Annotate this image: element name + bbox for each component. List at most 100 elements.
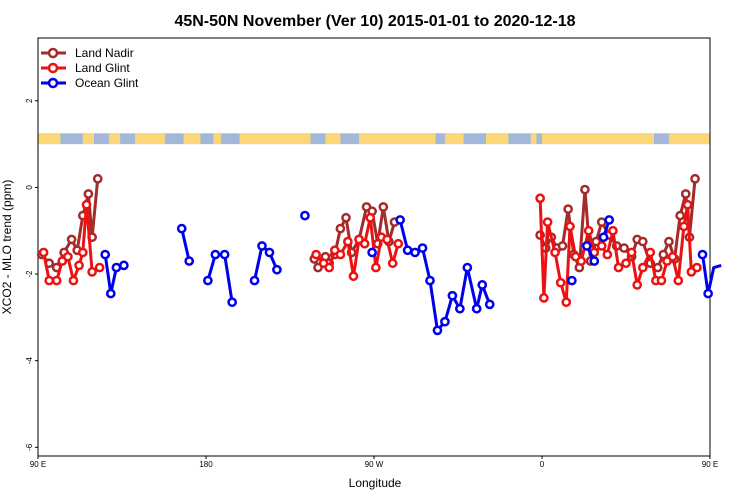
- data-point: [387, 258, 398, 269]
- data-point: [87, 267, 97, 277]
- data-point: [272, 264, 282, 275]
- data-point: [656, 275, 667, 286]
- data-point: [94, 262, 105, 273]
- data-point: [455, 303, 465, 314]
- data-point: [626, 247, 637, 258]
- data-point: [637, 262, 648, 273]
- data-point: [378, 202, 389, 212]
- land-band: [486, 133, 509, 145]
- data-point: [440, 316, 450, 327]
- x-tick-label: 90 E: [702, 460, 718, 469]
- x-tick-label: 180: [199, 460, 213, 469]
- data-point: [417, 243, 428, 253]
- data-point: [471, 303, 482, 314]
- data-point: [74, 260, 84, 271]
- data-point: [402, 245, 413, 256]
- data-point: [580, 184, 590, 195]
- data-point: [561, 297, 572, 308]
- data-point: [581, 241, 592, 251]
- land-band: [38, 133, 61, 145]
- data-point: [667, 251, 678, 262]
- data-point: [219, 249, 230, 260]
- data-point: [111, 262, 122, 273]
- data-point: [393, 238, 404, 249]
- data-point: [557, 241, 568, 251]
- data-point: [690, 173, 700, 184]
- data-point: [203, 275, 213, 286]
- y-tick-label: -2: [25, 270, 34, 278]
- data-point: [371, 262, 381, 273]
- land-band: [359, 133, 436, 145]
- data-point: [184, 256, 195, 266]
- data-point: [38, 247, 49, 258]
- land-band: [668, 133, 710, 145]
- data-point: [324, 262, 335, 273]
- series-line: [103, 254, 125, 296]
- data-point: [462, 262, 473, 273]
- series-line: [253, 244, 279, 281]
- data-point: [679, 221, 689, 232]
- land-band: [444, 133, 464, 145]
- series-line: [398, 219, 492, 332]
- data-point: [535, 193, 545, 204]
- data-point: [613, 262, 624, 273]
- data-point: [664, 236, 674, 247]
- y-axis-label: XCO2 - MLO trend (ppm): [0, 180, 14, 315]
- data-point: [697, 249, 708, 260]
- land-band: [530, 133, 537, 145]
- data-point: [343, 236, 353, 247]
- data-point: [673, 275, 684, 286]
- data-point: [598, 232, 609, 243]
- y-tick-label: 0: [25, 185, 34, 190]
- data-point: [341, 212, 351, 223]
- data-point: [105, 288, 116, 299]
- data-point: [176, 223, 187, 234]
- legend-entry: Land Nadir: [75, 46, 134, 60]
- data-point: [264, 247, 275, 258]
- series-land-glint: [38, 193, 702, 308]
- data-point: [249, 275, 260, 286]
- data-point: [703, 288, 713, 299]
- series-group: [36, 173, 722, 336]
- data-point: [44, 275, 55, 286]
- data-point: [645, 247, 656, 258]
- data-point: [311, 249, 321, 260]
- data-point: [335, 249, 346, 260]
- y-axis: 2 0 -2 -4 -6: [25, 98, 38, 451]
- land-band: [325, 133, 341, 145]
- data-point: [550, 247, 560, 258]
- land-band: [108, 133, 121, 145]
- legend-entry: Land Glint: [75, 61, 130, 75]
- data-point: [692, 262, 702, 273]
- x-tick-label: 90 E: [30, 460, 46, 469]
- y-tick-label: -6: [25, 443, 34, 451]
- y-tick-label: -4: [25, 357, 34, 365]
- legend-swatch-marker: [47, 62, 59, 74]
- data-point: [365, 212, 376, 223]
- data-point: [68, 275, 79, 286]
- data-point: [348, 271, 359, 282]
- data-point: [477, 280, 488, 290]
- data-point: [555, 277, 566, 288]
- data-point: [66, 234, 77, 245]
- data-point: [604, 215, 615, 225]
- data-point: [432, 325, 443, 336]
- data-point: [83, 189, 94, 199]
- series-ocean-glint: [100, 210, 722, 336]
- data-point: [576, 256, 587, 266]
- data-point: [63, 251, 73, 262]
- data-point: [257, 241, 267, 251]
- y-tick-label: 2: [25, 98, 34, 103]
- data-point: [680, 189, 691, 199]
- data-point: [621, 258, 631, 269]
- land-band: [135, 133, 165, 145]
- data-point: [395, 215, 405, 225]
- legend-entry: Ocean Glint: [75, 76, 139, 90]
- data-point: [539, 293, 549, 303]
- legend-swatch-marker: [47, 47, 59, 59]
- data-point: [367, 247, 377, 258]
- x-tick-label: 90 W: [365, 460, 384, 469]
- chart-title: 45N-50N November (Ver 10) 2015-01-01 to …: [174, 13, 575, 30]
